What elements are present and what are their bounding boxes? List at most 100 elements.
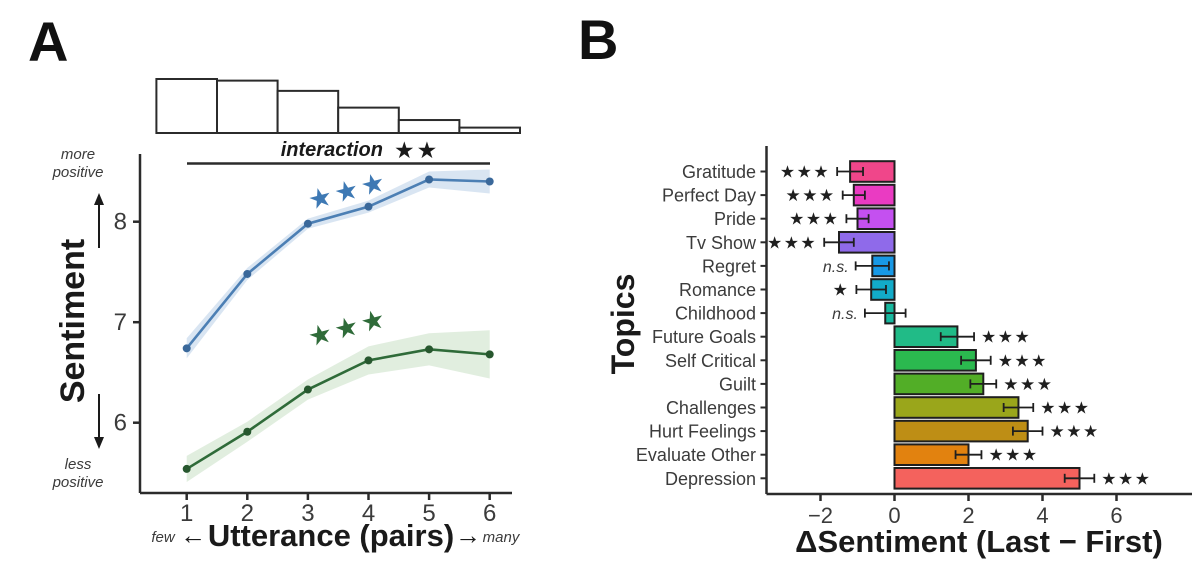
left-arrow-icon: ← [180,520,206,550]
topic-label: Challenges [666,398,756,418]
topic-row: Depression ★★★ [665,467,1151,490]
topic-row: Guilt ★★★ [719,372,1053,396]
significance-label: ★★★ [789,210,839,229]
topic-row: Pride ★★★ [714,207,896,230]
topic-row: Regret n.s. [702,254,896,278]
b-x-tick-label: −2 [808,503,833,528]
topic-label: Perfect Day [662,186,756,206]
hist-bar [276,89,340,134]
blue-point [485,177,494,186]
b-x-tick-label: 4 [1036,503,1048,528]
topic-label: Evaluate Other [636,445,756,465]
topic-label: Future Goals [652,327,756,347]
interaction-annotation: interaction ★★ [187,137,490,165]
topic-bar [893,467,1081,490]
a-y-axis-title: Sentiment [54,239,92,403]
blue-line [185,178,490,350]
a-x-tick-label: 5 [422,500,435,527]
hist-bar [458,126,521,134]
significance-label: ★★★ [767,233,817,252]
blue-point [303,219,312,228]
a-x-tick-label: 3 [301,500,314,527]
topic-row: Gratitude ★★★ [682,160,896,183]
b-x-axis-title: ΔSentiment (Last − First) [795,524,1163,559]
green-point [485,350,494,359]
significance-label: n.s. [823,259,849,276]
b-x-tick-label: 2 [962,503,974,528]
a-y-tick-label: 8 [114,209,127,236]
right-arrow-icon: → [455,520,481,550]
significance-label: ★★★ [981,328,1031,347]
significance-label: n.s. [832,306,858,323]
hist-bar [216,79,279,135]
significance-label: ★★★ [1040,399,1090,418]
blue-point [243,269,252,278]
green-ci-ribbon [186,330,490,482]
interaction-text: interaction [281,139,383,161]
topic-row: Future Goals ★★★ [652,325,1031,348]
hist-bar [155,78,218,134]
topic-row: Romance ★ [679,278,896,301]
a-x-tick-label: 6 [483,500,496,527]
topic-label: Gratitude [682,162,756,182]
green-point [364,356,373,365]
b-y-axis-title: Topics [605,274,641,375]
more-note: more [61,146,95,163]
topic-bar [893,419,1029,443]
green-line [186,348,490,471]
green-point [425,345,434,354]
blue-point [182,344,191,353]
a-x-tick-label: 1 [180,500,193,527]
interaction-stars: ★★ [394,137,439,163]
topic-row: Challenges ★★★ [666,396,1090,419]
less-note: positive [52,474,104,491]
a-y-tick-label: 7 [114,309,127,336]
significance-label: ★★★ [785,186,835,205]
green-point [303,385,312,394]
topic-row: Evaluate Other ★★★ [636,443,1038,466]
utterance-histogram [155,78,521,135]
topic-label: Self Critical [665,351,756,371]
hist-bar [397,119,461,135]
panel-b-label: B [578,8,619,71]
a-x-tick-label: 4 [362,500,375,527]
topic-label: Depression [665,469,756,489]
significance-label: ★★★ [780,163,830,182]
blue-point [364,202,373,211]
topic-row: Self Critical ★★★ [665,349,1046,372]
few-note: few [151,529,176,546]
topic-row: Hurt Feelings ★★★ [649,419,1100,443]
blue-point [425,175,434,184]
topic-label: Romance [679,280,756,300]
significance-label: ★★★ [988,446,1038,465]
a-x-tick-label: 2 [241,500,254,527]
topic-label: Guilt [719,374,756,394]
significance-label: ★★★ [1101,469,1151,488]
green-point [243,427,252,436]
panel-a-label: A [28,10,69,73]
many-note: many [483,529,521,546]
topic-label: Tv Show [686,233,757,253]
b-x-tick-label: 0 [888,503,900,528]
a-y-tick-label: 6 [114,410,127,437]
hist-bar [337,106,400,135]
significance-label: ★ [833,281,850,300]
topic-row: Childhood n.s. [675,301,907,325]
topic-label: Pride [714,209,756,229]
significance-label: ★★★ [1003,375,1053,394]
down-arrow-icon [94,437,104,449]
significance-label: ★★★ [1050,422,1100,441]
topic-label: Childhood [675,304,756,324]
topic-row: Tv Show ★★★ [686,231,896,254]
topic-label: Regret [702,256,756,276]
less-note: less [65,456,92,473]
a-x-axis-title: Utterance (pairs) [208,518,454,553]
more-note: positive [52,164,104,181]
panel-b-chart: −2 0 2 4 6 Topics ΔSentiment (Last − First) Gra… [605,146,1192,559]
up-arrow-icon [94,193,104,205]
topic-bar [893,396,1020,419]
b-x-tick-label: 6 [1110,503,1122,528]
